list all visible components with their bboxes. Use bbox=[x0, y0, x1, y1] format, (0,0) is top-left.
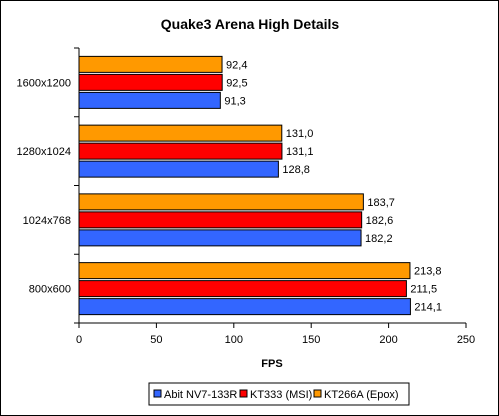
bar bbox=[78, 160, 279, 178]
bar bbox=[78, 211, 363, 229]
x-tick-label: 200 bbox=[379, 334, 397, 346]
bar-value-label: 131,0 bbox=[286, 128, 314, 140]
x-tick-label: 150 bbox=[302, 334, 320, 346]
bar-value-label: 182,6 bbox=[366, 215, 394, 227]
bar bbox=[78, 280, 407, 298]
bar bbox=[78, 124, 283, 142]
bar-value-label: 92,5 bbox=[226, 77, 247, 89]
y-category-label: 1280x1024 bbox=[17, 146, 71, 158]
x-axis-title: FPS bbox=[261, 358, 282, 370]
y-category-label: 1024x768 bbox=[23, 215, 71, 227]
legend-swatch bbox=[313, 389, 322, 398]
legend-label: KT333 (MSI) bbox=[250, 389, 312, 401]
bar-value-label: 183,7 bbox=[367, 197, 395, 209]
bar bbox=[78, 91, 221, 109]
bar-value-label: 182,2 bbox=[365, 233, 393, 245]
x-tick-label: 50 bbox=[150, 334, 162, 346]
bar-value-label: 91,3 bbox=[224, 95, 245, 107]
bar-value-label: 214,1 bbox=[414, 302, 442, 314]
x-tick-label: 100 bbox=[225, 334, 243, 346]
legend-label: Abit NV7-133R bbox=[164, 389, 237, 401]
bar bbox=[78, 55, 223, 73]
legend-swatch bbox=[153, 389, 162, 398]
bar bbox=[78, 73, 223, 91]
x-tick-label: 0 bbox=[76, 334, 82, 346]
bar bbox=[78, 298, 411, 316]
y-category-label: 1600x1200 bbox=[17, 77, 71, 89]
legend-label: KT266A (Epox) bbox=[324, 389, 399, 401]
legend-box bbox=[148, 382, 410, 406]
bar bbox=[78, 193, 364, 211]
bar bbox=[78, 142, 283, 160]
legend-swatch bbox=[239, 389, 248, 398]
bar bbox=[78, 262, 411, 280]
bar-value-label: 131,1 bbox=[286, 146, 314, 158]
y-category-label: 800x600 bbox=[29, 284, 71, 296]
x-tick-label: 250 bbox=[457, 334, 475, 346]
bar bbox=[78, 229, 362, 247]
bar-value-label: 213,8 bbox=[414, 266, 442, 278]
bar-value-label: 92,4 bbox=[226, 59, 247, 71]
chart-title: Quake3 Arena High Details bbox=[161, 16, 340, 32]
bar-value-label: 128,8 bbox=[282, 164, 310, 176]
bar-value-label: 211,5 bbox=[410, 284, 437, 296]
